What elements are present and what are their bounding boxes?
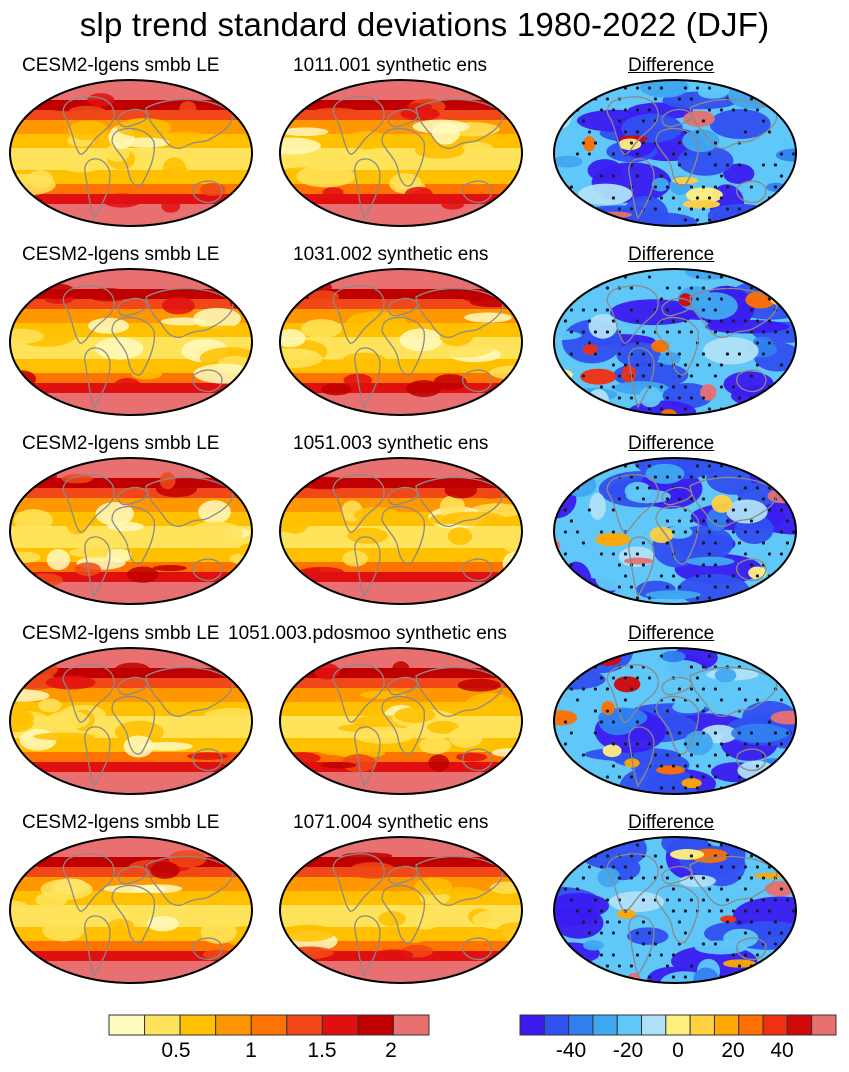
colorbar-difference-tick-label: -40	[555, 1039, 587, 1062]
colorbar-swatch	[392, 1014, 430, 1036]
map-row3-middle	[279, 457, 523, 605]
colorbar-swatch	[250, 1014, 288, 1036]
map-row4-left	[9, 647, 253, 795]
colorbar-difference-tick-label: -20	[612, 1039, 644, 1062]
colorbar-swatch	[215, 1014, 252, 1036]
colorbar-swatch	[519, 1014, 545, 1036]
colorbar-swatch	[641, 1014, 667, 1036]
colorbar-swatch	[738, 1014, 764, 1036]
map-row2-middle	[279, 268, 523, 416]
colorbar-difference-tick-label: 20	[721, 1039, 745, 1062]
map-row1-difference	[553, 79, 797, 227]
colorbar-sequential-tick-label: 1.5	[307, 1039, 337, 1062]
panel-title-row1-left: CESM2-lgens smbb LE	[22, 55, 220, 76]
colorbar-swatch	[321, 1014, 359, 1036]
colorbar-swatch	[108, 1014, 146, 1036]
panel-title-row4-right: Difference	[628, 623, 715, 644]
colorbar-sequential	[108, 1014, 430, 1036]
panel-title-row3-right: Difference	[628, 433, 715, 454]
map-row5-difference	[553, 836, 797, 984]
panel-title-row2-right: Difference	[628, 244, 715, 265]
colorbar-swatch	[592, 1014, 618, 1036]
panel-title-row2-middle: 1031.002 synthetic ens	[293, 244, 489, 265]
map-row2-left	[9, 268, 253, 416]
map-row1-middle	[279, 79, 523, 227]
map-row3-difference	[553, 457, 797, 605]
colorbar-difference-tick-label: 0	[672, 1039, 684, 1062]
map-row1-left	[9, 79, 253, 227]
colorbar-swatch	[665, 1014, 691, 1036]
colorbar-swatch	[689, 1014, 715, 1036]
map-row3-left	[9, 457, 253, 605]
panel-title-row5-right: Difference	[628, 812, 715, 833]
panel-title-row3-middle: 1051.003 synthetic ens	[293, 433, 489, 454]
panel-title-row2-left: CESM2-lgens smbb LE	[22, 244, 220, 265]
map-row5-left	[9, 836, 253, 984]
colorbar-swatch	[543, 1014, 570, 1036]
colorbar-swatch	[616, 1014, 643, 1036]
panel-title-row4-middle: 1051.003.pdosmoo synthetic ens	[228, 623, 507, 644]
colorbar-sequential-tick-label: 0.5	[161, 1039, 191, 1062]
colorbar-difference-tick-label: 40	[770, 1039, 794, 1062]
colorbar-swatch	[357, 1014, 394, 1036]
panel-title-row3-left: CESM2-lgens smbb LE	[22, 433, 220, 454]
map-row4-difference	[553, 647, 797, 795]
colorbar-swatch	[179, 1014, 217, 1036]
colorbar-difference	[519, 1014, 837, 1036]
colorbar-sequential-tick-label: 1	[245, 1039, 257, 1062]
colorbar-swatch	[762, 1014, 788, 1036]
colorbar-swatch	[286, 1014, 323, 1036]
colorbar-swatch	[811, 1014, 837, 1036]
panel-title-row5-middle: 1071.004 synthetic ens	[293, 812, 489, 833]
colorbar-swatch	[144, 1014, 181, 1036]
map-row2-difference	[553, 268, 797, 416]
colorbar-sequential-tick-label: 2	[385, 1039, 397, 1062]
panel-title-row5-left: CESM2-lgens smbb LE	[22, 812, 220, 833]
panel-title-row1-middle: 1011.001 synthetic ens	[293, 55, 488, 76]
panel-title-row4-left: CESM2-lgens smbb LE	[22, 623, 220, 644]
colorbar-swatch	[786, 1014, 813, 1036]
map-row4-middle	[279, 647, 523, 795]
map-row5-middle	[279, 836, 523, 984]
colorbar-swatch	[713, 1014, 740, 1036]
colorbar-swatch	[568, 1014, 594, 1036]
figure-title: slp trend standard deviations 1980-2022 …	[79, 6, 770, 43]
panel-title-row1-right: Difference	[628, 55, 715, 76]
